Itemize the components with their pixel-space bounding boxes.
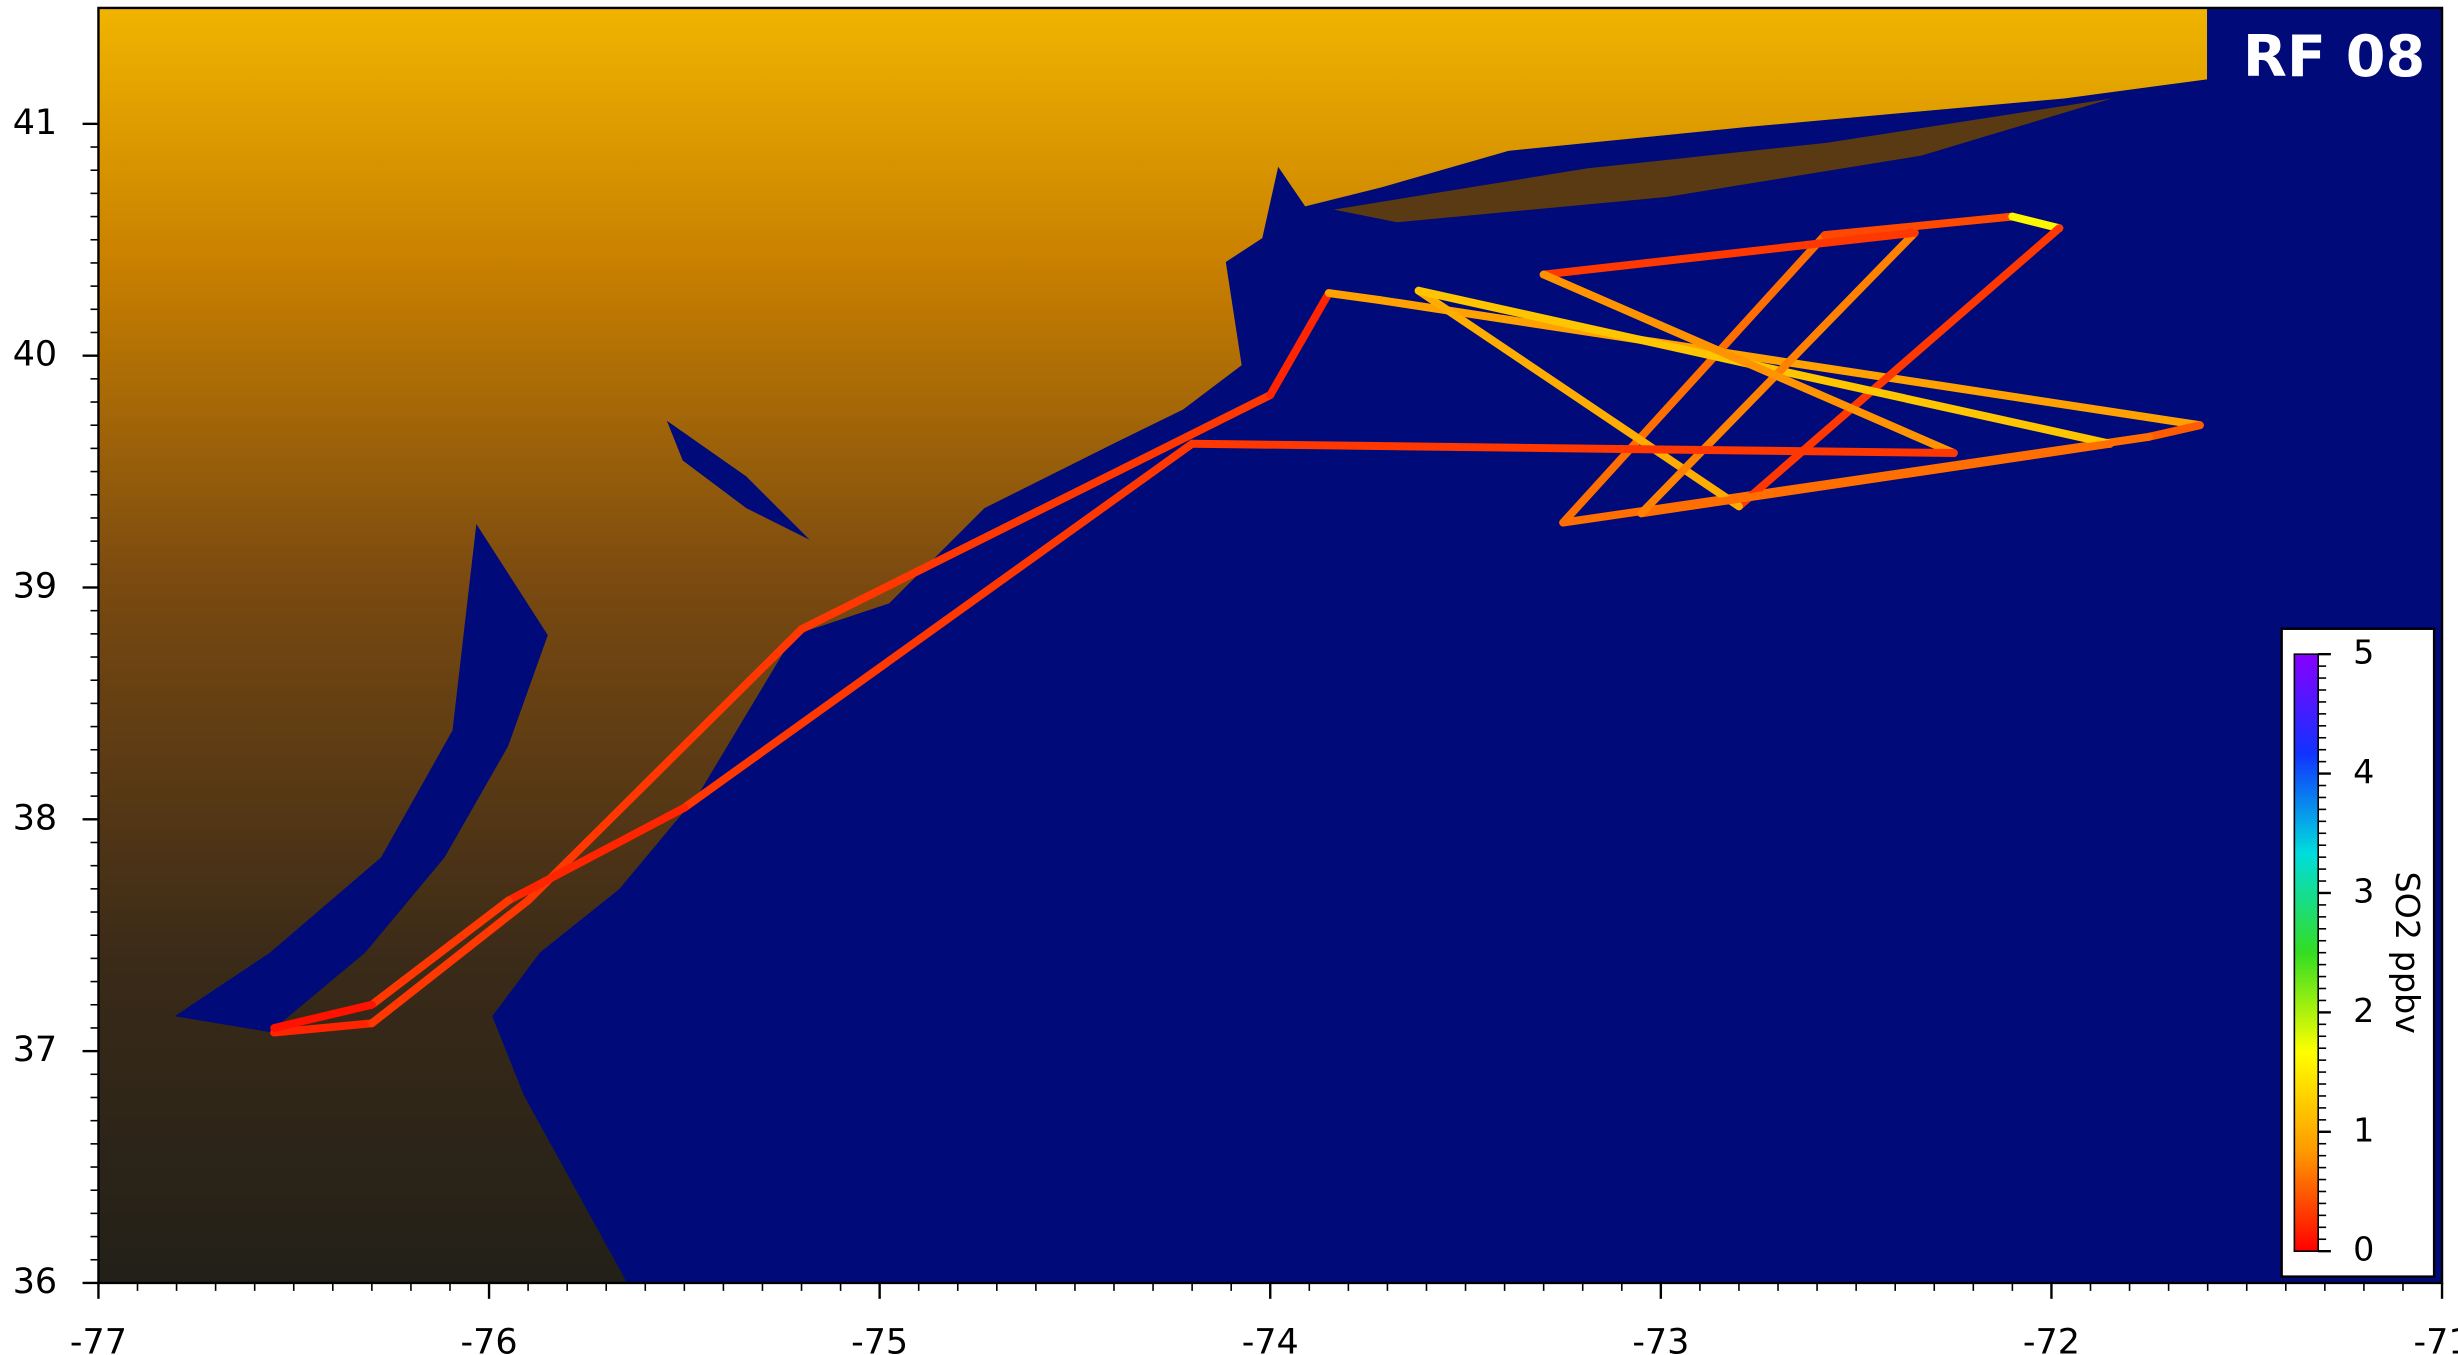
- y-tick-label: 41: [13, 103, 57, 143]
- colorbar-tick-label: 1: [2353, 1110, 2374, 1149]
- colorbar-tick-label: 3: [2353, 871, 2374, 910]
- colorbar-tick-label: 0: [2353, 1230, 2374, 1269]
- page: {"chart_data":{"type":"track-map","title…: [0, 0, 2458, 1355]
- colorbar-label: SO2 ppbv: [2388, 871, 2427, 1033]
- colorbar-tick-label: 2: [2353, 991, 2374, 1030]
- x-tick-label: -75: [851, 1322, 908, 1355]
- x-tick-label: -73: [1632, 1322, 1689, 1355]
- y-tick-label: 39: [13, 566, 57, 606]
- colorbar-tick-label: 4: [2353, 752, 2374, 791]
- map-figure: -77-76-75-74-73-72-71363738394041 RF 08 …: [0, 0, 2458, 1355]
- colorbar: [2294, 654, 2318, 1251]
- x-tick-label: -71: [2414, 1322, 2458, 1355]
- x-tick-label: -76: [461, 1322, 518, 1355]
- flight-label: RF 08: [2243, 24, 2426, 90]
- y-tick-label: 38: [13, 798, 57, 838]
- x-tick-label: -77: [70, 1322, 127, 1355]
- y-tick-label: 37: [13, 1030, 57, 1070]
- x-tick-label: -72: [2023, 1322, 2080, 1355]
- colorbar-tick-label: 5: [2353, 633, 2374, 672]
- x-tick-label: -74: [1242, 1322, 1299, 1355]
- y-tick-label: 36: [13, 1262, 57, 1302]
- y-tick-label: 40: [13, 335, 57, 375]
